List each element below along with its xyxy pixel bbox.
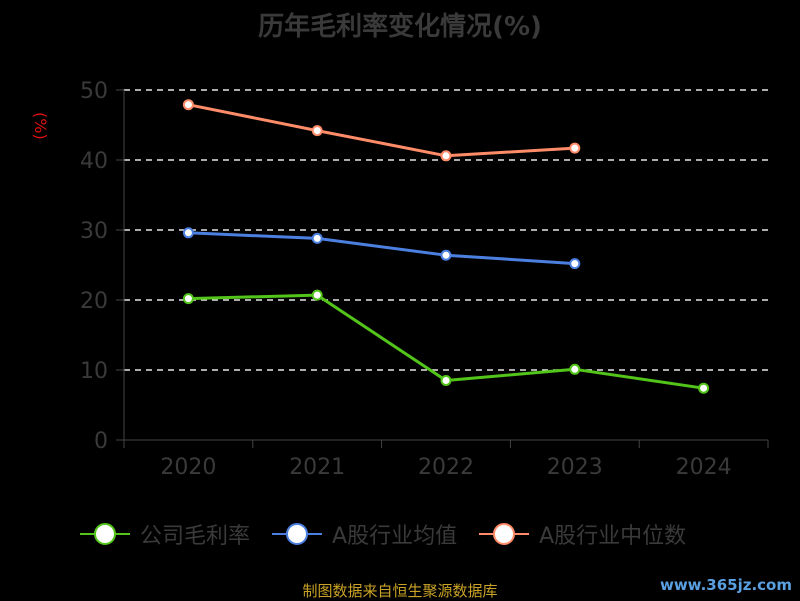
series-0 [182,289,710,394]
axes: 0 10 20 30 40 50 2020 2021 2022 2023 2024 [80,79,769,480]
data-point [440,150,452,162]
data-point [182,99,194,111]
x-tick-label: 2024 [676,455,732,480]
y-tick-label: 40 [80,149,108,174]
x-tick-label: 2023 [547,455,603,480]
y-tick-label: 50 [80,79,108,104]
legend-swatch-industry-mean [272,522,323,546]
series-1 [182,227,581,270]
grid-lines [124,89,768,371]
data-point [569,142,581,154]
series-layer [182,99,710,394]
legend-item-industry-median[interactable]: A股行业中位数 [479,518,686,550]
watermark: www.365jz.com [659,576,792,594]
series-2 [182,99,581,162]
legend-swatch-industry-median [479,522,530,546]
data-point [182,227,194,239]
x-tick-label: 2020 [160,455,216,480]
data-point [311,125,323,137]
legend: 公司毛利率 A股行业均值 A股行业中位数 [80,518,686,550]
legend-label-company: 公司毛利率 [140,524,251,549]
data-point [569,363,581,375]
series-line [188,103,575,158]
data-point [182,293,194,305]
x-tick-label: 2021 [289,455,345,480]
x-tick-label: 2022 [418,455,474,480]
legend-item-company[interactable]: 公司毛利率 [80,518,250,550]
data-source-note: 制图数据来自恒生聚源数据库 [302,582,498,600]
legend-item-industry-mean[interactable]: A股行业均值 [272,518,457,550]
data-point [569,258,581,270]
data-point [440,249,452,261]
legend-label-industry-mean: A股行业均值 [332,524,458,549]
chart-title: 历年毛利率变化情况(%) [258,12,542,42]
y-tick-label: 10 [80,359,108,384]
legend-label-industry-median: A股行业中位数 [539,524,687,549]
series-line [188,293,704,390]
legend-swatch-company [80,522,130,546]
series-line [188,231,575,266]
y-tick-label: 0 [94,429,108,454]
data-point [698,382,710,394]
data-point [311,289,323,301]
y-tick-label: 30 [80,219,108,244]
data-point [440,375,452,386]
data-point [311,232,323,244]
y-tick-label: 20 [80,289,108,314]
